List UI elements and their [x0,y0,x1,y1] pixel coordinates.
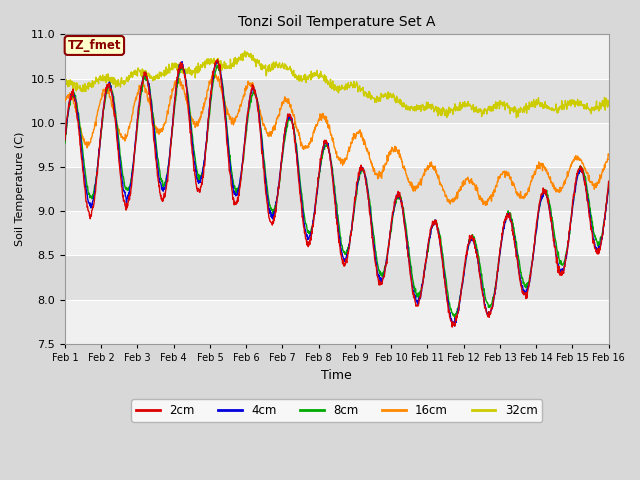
8cm [422,266,429,272]
32cm [605,99,612,105]
4cm [451,323,458,329]
2cm [605,179,612,184]
2cm [169,123,177,129]
32cm [243,49,251,55]
Bar [65,79,609,123]
32cm [422,104,429,109]
Bar [65,35,609,79]
8cm [493,276,500,282]
2cm [61,137,68,143]
32cm [182,71,189,76]
8cm [541,190,548,195]
Bar [65,211,609,255]
Bar [65,255,609,300]
16cm [243,85,251,91]
8cm [243,121,251,127]
4cm [422,261,429,266]
16cm [209,72,217,77]
Line: 8cm: 8cm [65,65,609,318]
X-axis label: Time: Time [321,369,352,382]
16cm [61,99,68,105]
Line: 2cm: 2cm [65,60,609,327]
8cm [169,125,177,131]
4cm [61,137,68,143]
16cm [605,152,612,157]
4cm [541,190,548,195]
32cm [169,67,177,72]
Text: TZ_fmet: TZ_fmet [68,39,121,52]
16cm [541,165,548,170]
Y-axis label: Soil Temperature (C): Soil Temperature (C) [15,132,25,246]
16cm [169,88,177,94]
8cm [214,62,222,68]
Legend: 2cm, 4cm, 8cm, 16cm, 32cm: 2cm, 4cm, 8cm, 16cm, 32cm [131,399,542,422]
2cm [243,117,251,122]
4cm [213,58,221,63]
Line: 16cm: 16cm [65,74,609,205]
16cm [493,184,500,190]
32cm [513,115,520,120]
16cm [482,203,490,208]
Line: 4cm: 4cm [65,60,609,326]
32cm [541,105,548,110]
Line: 32cm: 32cm [65,51,609,118]
8cm [605,181,612,187]
2cm [422,262,429,267]
8cm [451,315,459,321]
4cm [493,275,500,280]
4cm [243,116,251,122]
8cm [182,80,189,85]
2cm [493,274,500,280]
32cm [241,48,248,54]
2cm [214,57,221,62]
32cm [61,75,68,81]
2cm [182,82,189,88]
4cm [605,184,612,190]
8cm [61,141,68,146]
Bar [65,123,609,167]
Bar [65,167,609,211]
32cm [493,104,500,109]
4cm [169,121,177,127]
16cm [182,94,189,99]
Bar [65,300,609,344]
2cm [541,187,548,192]
2cm [449,324,456,330]
16cm [422,168,429,173]
4cm [182,77,189,83]
Title: Tonzi Soil Temperature Set A: Tonzi Soil Temperature Set A [238,15,435,29]
